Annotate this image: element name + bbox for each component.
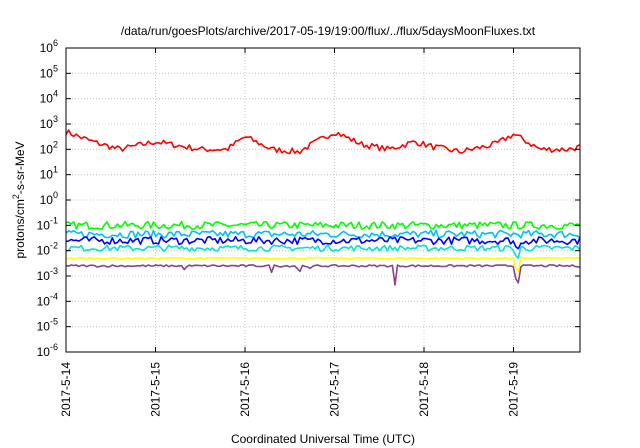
grid-lines [66,48,580,352]
series-line-3 [65,235,581,250]
y-axis-label: protons/cm2-s-sr-MeV [11,141,27,258]
y-axis-ticks: 10-6 10-5 10-4 10-3 10-2 10-1 100 101 102 103 104 1… [37,38,580,359]
y-tick-label: 10-4 [37,291,58,308]
data-series [65,129,581,286]
series-line-0 [65,129,581,155]
x-axis-label: Coordinated Universal Time (UTC) [231,432,415,446]
y-tick-label: 10-6 [37,342,58,359]
series-line-4 [65,244,581,259]
x-tick-label: 2017-5-14 [59,362,73,417]
y-tick-label: 102 [40,139,58,156]
series-line-6 [65,264,580,286]
y-tick-label: 106 [40,38,58,55]
series-line-1 [66,220,581,230]
y-tick-label: 103 [40,114,58,131]
y-tick-label: 101 [40,165,58,182]
x-tick-label: 2017-5-17 [328,362,342,417]
y-tick-label: 105 [40,63,58,80]
y-tick-label: 10-3 [37,266,58,283]
y-tick-label: 104 [40,89,58,106]
x-tick-label: 2017-5-16 [238,362,252,417]
series-line-2 [65,229,581,239]
y-tick-label: 10-2 [37,241,58,258]
y-tick-label: 100 [40,190,58,207]
y-tick-label: 10-5 [37,317,58,334]
y-tick-label: 10-1 [37,215,58,232]
chart-title: /data/run/goesPlots/archive/2017-05-19/1… [121,24,536,38]
series-line-5 [65,256,581,273]
plot-frame [65,47,581,353]
x-tick-label: 2017-5-18 [417,362,431,417]
x-axis-ticks: 2017-5-14 2017-5-15 2017-5-16 2017-5-17 2017… [59,48,521,417]
x-tick-label: 2017-5-15 [149,362,163,417]
x-tick-label: 2017-5-19 [507,362,521,417]
